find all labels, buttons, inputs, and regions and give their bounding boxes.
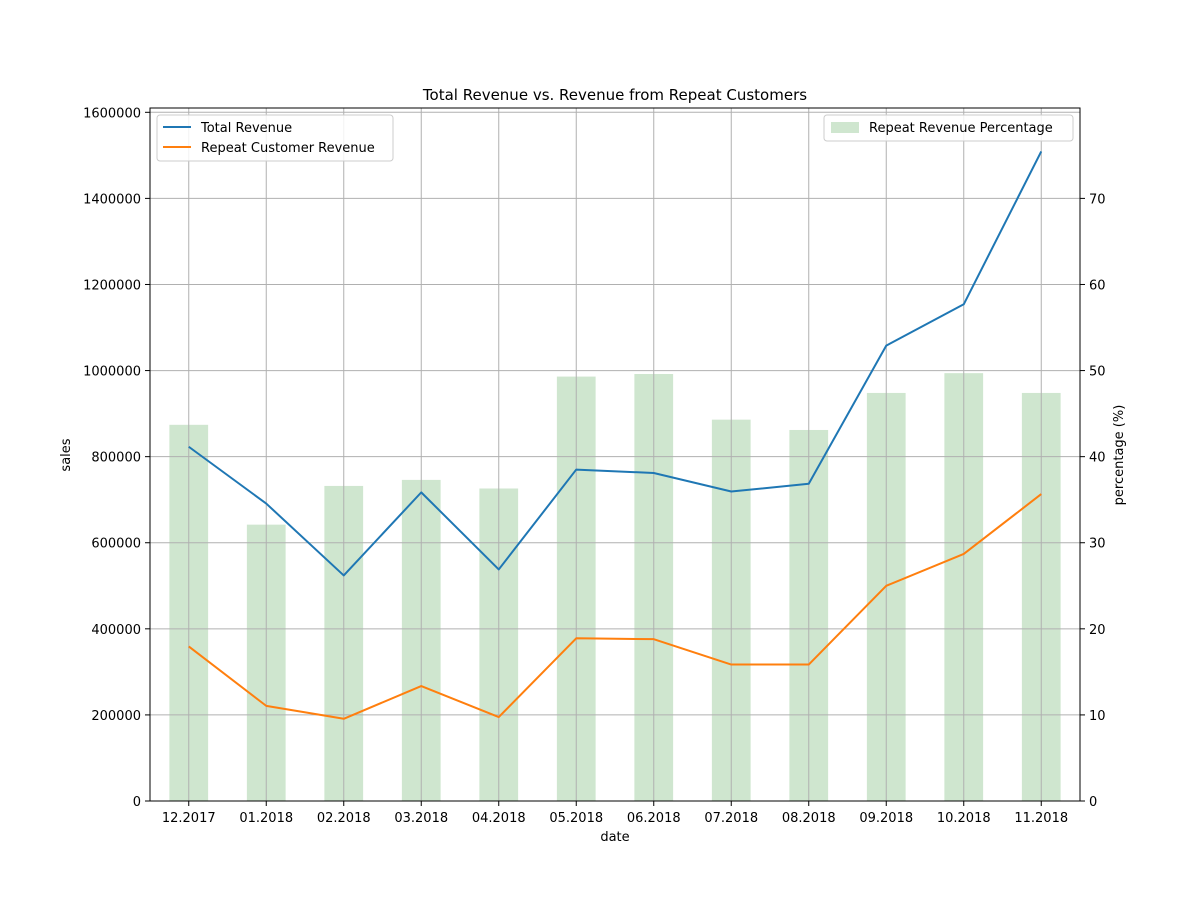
x-tick-label-07.2018: 07.2018 — [704, 811, 758, 826]
right-tick-label-70: 70 — [1089, 192, 1106, 207]
legend-label-total-revenue: Total Revenue — [200, 121, 292, 136]
left-tick-label-1000000: 1000000 — [83, 365, 141, 380]
x-tick-label-03.2018: 03.2018 — [394, 811, 448, 826]
line-total-revenue — [188, 151, 1043, 577]
right-tick-label-40: 40 — [1089, 451, 1106, 466]
x-tick-label-11.2018: 11.2018 — [1014, 811, 1068, 826]
plot-frame — [149, 107, 1081, 802]
legend-bars: Repeat Revenue Percentage — [823, 114, 1074, 142]
x-axis-title: date — [600, 830, 629, 845]
right-axis: 0 10 20 30 40 50 60 70 — [1080, 192, 1106, 810]
legend-bars-box — [823, 114, 1074, 142]
x-tick-label-05.2018: 05.2018 — [549, 811, 603, 826]
x-axis: 12.2017 01.2018 02.2018 03.2018 04.2018 05.20… — [162, 801, 1068, 826]
left-tick-label-1200000: 1200000 — [83, 278, 141, 293]
right-tick-label-30: 30 — [1089, 537, 1106, 552]
legend-swatch-repeat-revenue-percentage — [831, 122, 859, 133]
right-tick-label-50: 50 — [1089, 365, 1106, 380]
right-axis-title: percentage (%) — [1112, 405, 1127, 506]
left-tick-label-400000: 400000 — [91, 623, 141, 638]
right-tick-label-20: 20 — [1089, 623, 1106, 638]
right-tick-label-0: 0 — [1089, 795, 1097, 810]
left-tick-label-200000: 200000 — [91, 709, 141, 724]
left-axis-title: sales — [59, 438, 74, 471]
legend-label-repeat-revenue-percentage: Repeat Revenue Percentage — [869, 121, 1053, 136]
legend-lines: Total Revenue Repeat Customer Revenue — [156, 114, 394, 162]
grid-layer — [150, 108, 1080, 801]
x-tick-label-06.2018: 06.2018 — [627, 811, 681, 826]
left-tick-label-1600000: 1600000 — [83, 106, 141, 121]
right-tick-label-10: 10 — [1089, 709, 1106, 724]
left-axis: 0 200000 400000 600000 800000 1000000 1200000 1… — [83, 106, 150, 810]
x-tick-label-09.2018: 09.2018 — [859, 811, 913, 826]
x-tick-label-01.2018: 01.2018 — [239, 811, 293, 826]
left-tick-label-0: 0 — [133, 795, 141, 810]
left-tick-label-600000: 600000 — [91, 537, 141, 552]
x-tick-label-10.2018: 10.2018 — [937, 811, 991, 826]
chart-title: Total Revenue vs. Revenue from Repeat Cu… — [422, 86, 807, 104]
lines-layer — [188, 151, 1043, 720]
right-tick-label-60: 60 — [1089, 278, 1106, 293]
x-tick-label-02.2018: 02.2018 — [317, 811, 371, 826]
x-tick-label-12.2017: 12.2017 — [162, 811, 216, 826]
x-tick-label-04.2018: 04.2018 — [472, 811, 526, 826]
legend-lines-box — [156, 114, 394, 162]
left-tick-label-800000: 800000 — [91, 451, 141, 466]
legend-label-repeat-customer-revenue: Repeat Customer Revenue — [201, 141, 375, 156]
line-repeat-customer-revenue — [188, 493, 1042, 720]
left-tick-label-1400000: 1400000 — [83, 192, 141, 207]
x-tick-label-08.2018: 08.2018 — [782, 811, 836, 826]
